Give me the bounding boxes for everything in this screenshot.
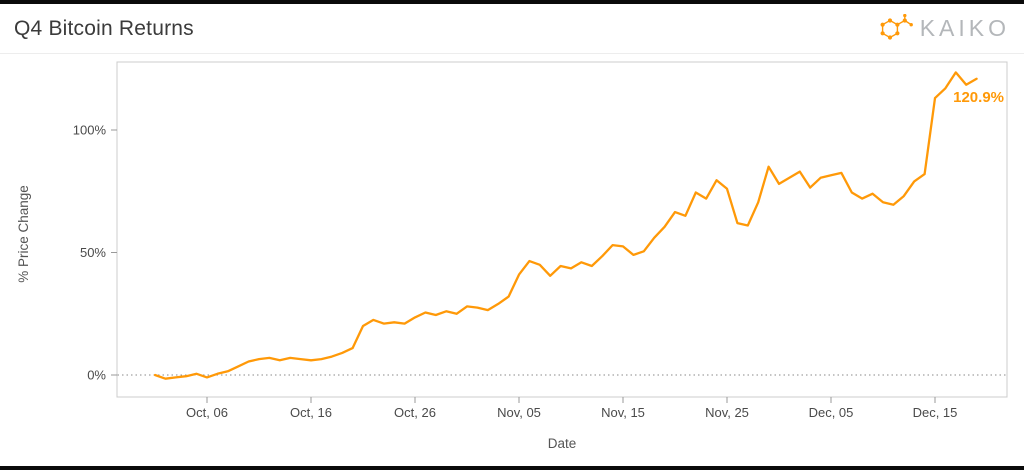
x-tick-label: Dec, 05 [809, 405, 854, 420]
x-tick-label: Nov, 05 [497, 405, 541, 420]
x-axis-ticks: Oct, 06 Oct, 16 Oct, 26 Nov, 05 Nov, 15 Nov, … [186, 397, 957, 420]
x-tick-label: Nov, 25 [705, 405, 749, 420]
price-line [153, 71, 978, 380]
header: Q4 Bitcoin Returns [0, 4, 1024, 54]
kaiko-wordmark: KAIKO [919, 15, 1010, 41]
y-tick-label: 0% [87, 368, 106, 383]
y-axis-ticks: 0% 50% 100% [73, 123, 117, 383]
plot-border [116, 61, 1008, 398]
final-value-label: 120.9% [953, 89, 1004, 106]
top-border-bar [0, 0, 1024, 4]
returns-line-chart: 0% 50% 100% Oct, 06 Oct, 16 Oct, 26 Nov, 05 No… [16, 61, 1008, 451]
x-axis-title: Date [548, 436, 577, 451]
x-tick-label: Oct, 26 [394, 405, 436, 420]
y-tick-label: 100% [73, 123, 107, 138]
y-tick-label: 50% [80, 245, 106, 260]
x-tick-label: Oct, 16 [290, 405, 332, 420]
chart-area: 0% 50% 100% Oct, 06 Oct, 16 Oct, 26 Nov, 05 No… [0, 54, 1024, 466]
x-tick-label: Dec, 15 [913, 405, 958, 420]
x-tick-label: Nov, 15 [601, 405, 645, 420]
bottom-border-bar [0, 466, 1024, 470]
kaiko-hexagon-icon [880, 13, 913, 40]
chart-title: Q4 Bitcoin Returns [14, 16, 194, 40]
kaiko-logo: KAIKO [877, 13, 1010, 44]
x-tick-label: Oct, 06 [186, 405, 228, 420]
y-axis-title: % Price Change [16, 185, 31, 283]
